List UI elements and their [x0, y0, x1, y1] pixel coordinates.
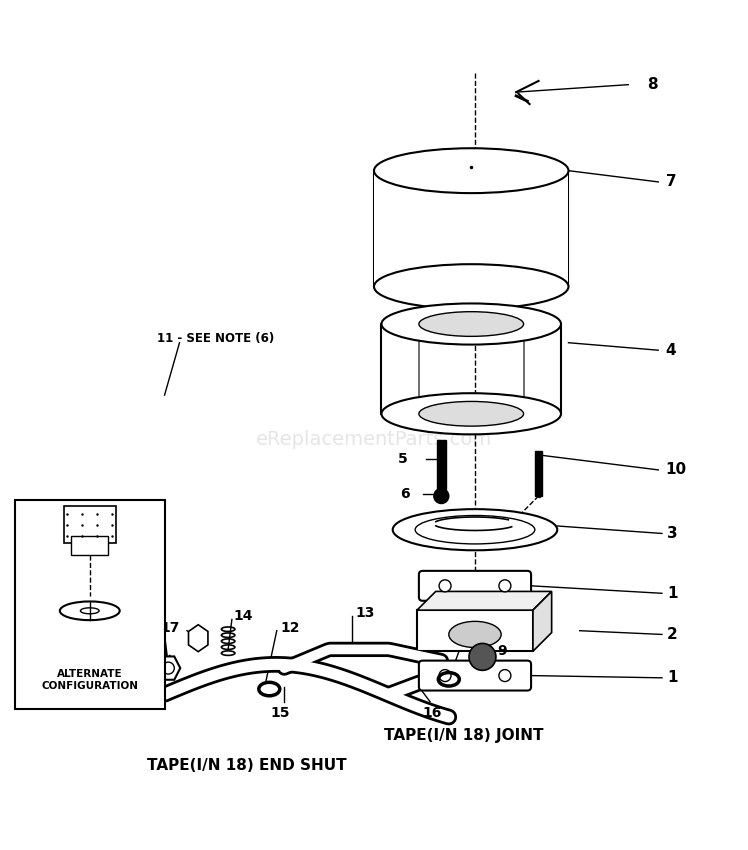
Polygon shape: [156, 656, 180, 680]
Text: ALTERNATE
CONFIGURATION: ALTERNATE CONFIGURATION: [41, 669, 138, 690]
Text: 5: 5: [398, 451, 408, 466]
Bar: [374, 171, 568, 286]
Text: 3: 3: [667, 526, 678, 541]
Bar: [417, 610, 533, 651]
Polygon shape: [188, 625, 208, 652]
Circle shape: [439, 580, 451, 592]
Bar: [64, 506, 116, 543]
Ellipse shape: [81, 608, 99, 614]
Ellipse shape: [419, 401, 524, 426]
Ellipse shape: [381, 303, 561, 344]
Text: 13: 13: [355, 607, 375, 620]
Text: 1: 1: [667, 586, 678, 601]
Text: 16: 16: [423, 706, 442, 720]
Text: 11 - SEE NOTE (6): 11 - SEE NOTE (6): [157, 332, 275, 345]
Ellipse shape: [415, 515, 535, 544]
Polygon shape: [533, 592, 551, 651]
FancyBboxPatch shape: [419, 660, 531, 690]
Circle shape: [499, 580, 511, 592]
Circle shape: [434, 489, 449, 503]
Text: 15: 15: [271, 706, 290, 720]
Text: 6: 6: [400, 487, 410, 501]
Text: 7: 7: [666, 174, 676, 190]
Circle shape: [469, 643, 496, 671]
Ellipse shape: [381, 394, 561, 434]
Circle shape: [439, 670, 451, 682]
Ellipse shape: [374, 264, 568, 309]
Text: 10: 10: [666, 462, 687, 478]
Circle shape: [499, 670, 511, 682]
Bar: [71, 536, 108, 555]
Bar: [437, 440, 446, 489]
Text: 8: 8: [647, 77, 657, 92]
Bar: [535, 451, 542, 496]
Text: 12: 12: [280, 621, 300, 636]
FancyBboxPatch shape: [419, 571, 531, 601]
Text: TAPE(I/N 18) END SHUT: TAPE(I/N 18) END SHUT: [147, 758, 346, 773]
Text: 9: 9: [497, 644, 507, 658]
Text: 17: 17: [160, 621, 180, 636]
Ellipse shape: [393, 509, 557, 550]
Text: eReplacementParts.com: eReplacementParts.com: [256, 430, 492, 450]
Text: TAPE(I/N 18) JOINT: TAPE(I/N 18) JOINT: [384, 728, 544, 743]
Ellipse shape: [374, 148, 568, 193]
Ellipse shape: [449, 621, 501, 648]
Text: 1: 1: [667, 671, 678, 685]
Text: 2: 2: [667, 627, 678, 642]
Ellipse shape: [419, 312, 524, 337]
Text: 12: 12: [467, 629, 486, 643]
Polygon shape: [417, 592, 551, 610]
Text: 4: 4: [666, 343, 676, 358]
Circle shape: [162, 662, 174, 674]
Bar: [15, 500, 165, 709]
Ellipse shape: [60, 602, 120, 620]
Text: 14: 14: [233, 609, 253, 624]
Text: 11: 11: [136, 661, 156, 675]
